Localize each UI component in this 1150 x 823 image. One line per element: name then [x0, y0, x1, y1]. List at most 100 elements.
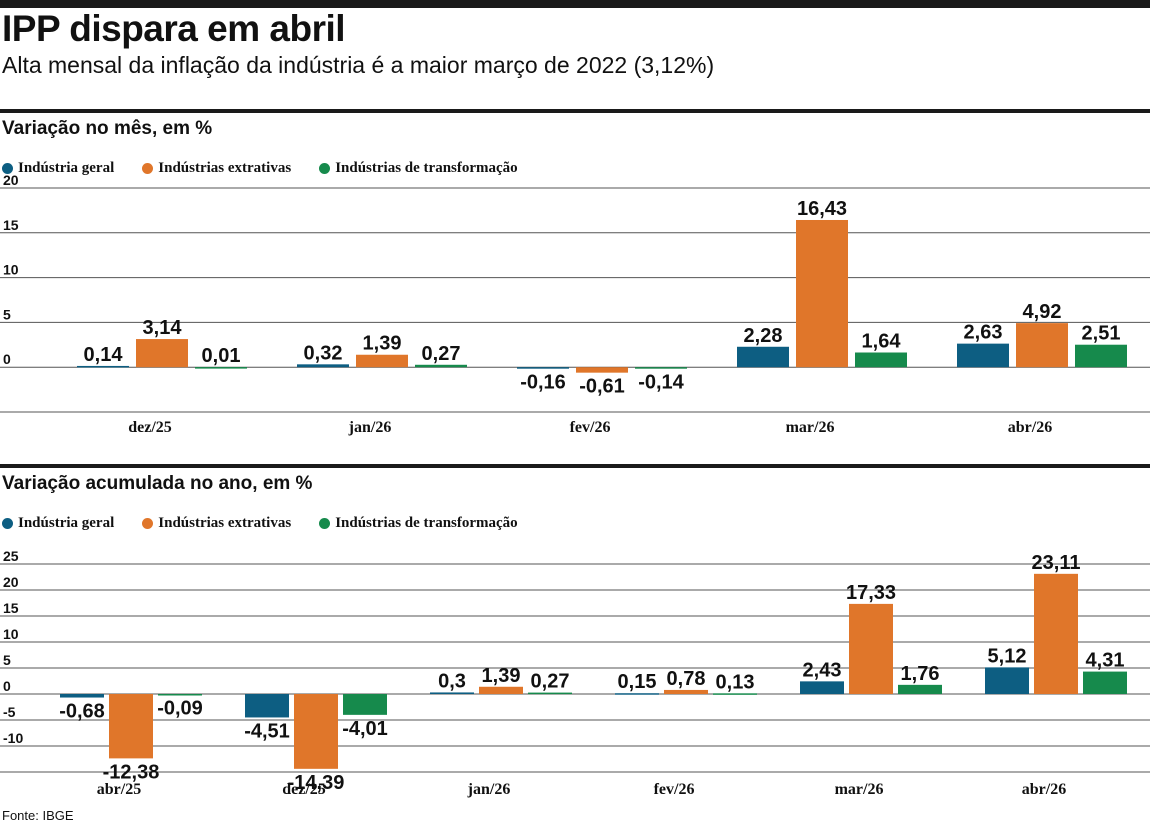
y-tick-label: 20 — [3, 574, 19, 590]
bar — [1075, 344, 1127, 368]
legend-swatch-green-icon — [319, 163, 331, 174]
x-category-label: abr/26 — [1022, 781, 1066, 798]
legend-item-industrias-extrativas: Indústrias extrativas — [142, 515, 291, 532]
data-label: -0,68 — [59, 701, 105, 723]
section-rule-monthly — [0, 109, 1150, 113]
bar — [158, 694, 202, 696]
data-label: 0,78 — [667, 668, 706, 690]
bar — [430, 692, 474, 694]
legend-monthly: Indústria geral Indústrias extrativas In… — [2, 160, 518, 177]
y-tick-label: 0 — [3, 678, 11, 694]
legend-swatch-blue-icon — [2, 163, 13, 174]
legend-item-industrias-transformacao: Indústrias de transformação — [319, 160, 518, 177]
bar — [1034, 573, 1078, 694]
bar — [800, 681, 844, 694]
data-label: 0,3 — [438, 670, 466, 692]
x-category-label: mar/26 — [786, 419, 835, 436]
data-label: -12,38 — [103, 761, 160, 783]
x-category-label: abr/25 — [97, 781, 141, 798]
legend-label: Indústria geral — [18, 515, 115, 531]
section-rule-accumulated — [0, 464, 1150, 468]
data-label: -0,16 — [520, 372, 566, 394]
data-label: 1,76 — [901, 663, 940, 685]
y-tick-label: -5 — [3, 704, 16, 720]
legend-item-industrias-transformacao: Indústrias de transformação — [319, 515, 518, 532]
legend-item-industria-geral: Indústria geral — [2, 160, 114, 177]
bar — [245, 694, 289, 718]
legend-item-industrias-extrativas: Indústrias extrativas — [142, 160, 291, 177]
legend-label: Indústria geral — [18, 160, 115, 176]
bar — [576, 367, 628, 373]
bar — [109, 694, 153, 759]
data-label: 0,01 — [202, 345, 241, 367]
bar — [297, 364, 349, 368]
bar — [855, 352, 907, 368]
accumulated-variation-chart: 25 20 15 10 5 0 -5 -10 -0,68 -12,38 -0,09 abr/25 -4,… — [0, 548, 1150, 798]
x-category-label: abr/26 — [1008, 419, 1052, 436]
data-label: 23,11 — [1032, 552, 1081, 574]
bar — [294, 694, 338, 769]
legend-accumulated: Indústria geral Indústrias extrativas In… — [2, 515, 518, 532]
y-tick-label: 20 — [3, 172, 19, 188]
data-label: 1,64 — [862, 331, 902, 353]
x-category-label: dez/25 — [128, 419, 172, 436]
y-tick-label: 15 — [3, 600, 19, 616]
x-category-label: jan/26 — [348, 419, 392, 436]
bar — [356, 354, 408, 368]
data-label: 0,27 — [422, 343, 461, 365]
legend-label: Indústrias extrativas — [158, 515, 292, 531]
data-label: 0,14 — [84, 344, 124, 366]
bar — [136, 339, 188, 368]
data-label: 0,32 — [304, 342, 343, 364]
x-category-label: fev/26 — [654, 781, 695, 798]
bar — [635, 367, 687, 369]
data-label: 2,63 — [964, 322, 1003, 344]
source-note: Fonte: IBGE — [2, 808, 74, 823]
bar — [664, 689, 708, 694]
y-tick-label: 0 — [3, 351, 11, 367]
y-tick-label: 25 — [3, 548, 19, 564]
data-label: -0,09 — [157, 697, 203, 719]
data-label: 2,51 — [1082, 323, 1121, 345]
bar — [985, 667, 1029, 694]
data-label: 5,12 — [988, 645, 1027, 667]
x-category-label: mar/26 — [835, 781, 884, 798]
data-label: 3,14 — [143, 317, 183, 339]
y-tick-label: 5 — [3, 652, 11, 668]
headline: IPP dispara em abril — [2, 8, 346, 49]
x-category-label: fev/26 — [570, 419, 611, 436]
y-tick-label: 5 — [3, 306, 11, 322]
y-tick-label: 10 — [3, 626, 19, 642]
legend-label: Indústrias de transformação — [335, 160, 518, 176]
bar — [849, 603, 893, 694]
y-tick-label: 15 — [3, 217, 19, 233]
data-label: 4,92 — [1023, 301, 1062, 323]
bar — [60, 694, 104, 698]
bar — [898, 684, 942, 694]
monthly-variation-chart: 20 15 10 5 0 0,14 3,14 0,01 dez/25 0,32 1,39 0,27 ja… — [0, 172, 1150, 436]
data-label: -4,51 — [244, 720, 290, 742]
top-bar — [0, 0, 1150, 8]
bar — [1016, 323, 1068, 368]
section-title-accumulated: Variação acumulada no ano, em % — [2, 473, 313, 494]
bar — [615, 693, 659, 695]
legend-swatch-green-icon — [319, 518, 331, 529]
legend-swatch-orange-icon — [142, 518, 154, 529]
bar — [517, 367, 569, 369]
x-category-label: dez/25 — [282, 781, 326, 798]
bar — [479, 686, 523, 694]
bar — [1083, 671, 1127, 694]
data-label: -0,61 — [579, 376, 625, 398]
data-label: 0,15 — [618, 671, 657, 693]
bar — [415, 364, 467, 368]
subheadline: Alta mensal da inflação da indústria é a… — [2, 52, 715, 78]
legend-swatch-blue-icon — [2, 518, 13, 529]
x-category-label: jan/26 — [467, 781, 511, 798]
y-tick-label: 10 — [3, 262, 19, 278]
data-label: 1,39 — [482, 665, 521, 687]
data-label: 16,43 — [797, 198, 847, 220]
data-label: 1,39 — [363, 333, 402, 355]
legend-label: Indústrias extrativas — [158, 160, 292, 176]
data-label: 17,33 — [846, 582, 896, 604]
legend-label: Indústrias de transformação — [335, 515, 518, 531]
